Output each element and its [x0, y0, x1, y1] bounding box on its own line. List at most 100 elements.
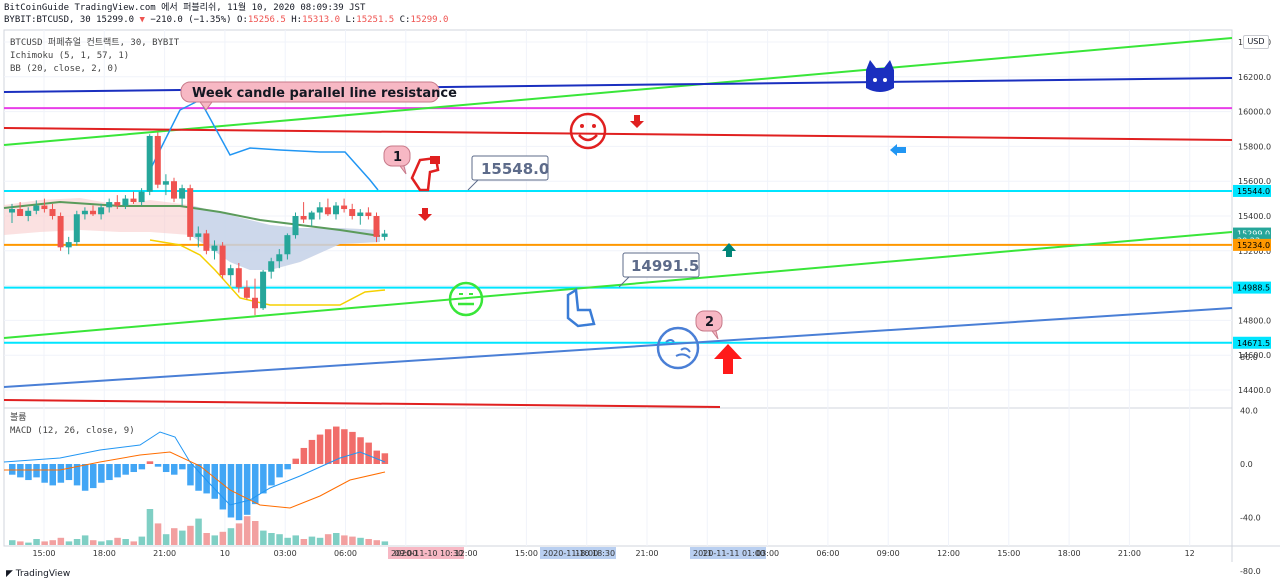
candle-body: [219, 245, 226, 276]
cat-icon[interactable]: [866, 60, 894, 92]
candle-body: [203, 233, 210, 251]
symbol-ohlc-row: BYBIT:BTCUSD, 30 15299.0 ▼ −210.0 (−1.35…: [4, 15, 449, 25]
trendline-steel-blue: [3, 307, 1233, 388]
time-axis: 15:00 18:00 21:00 10 03:00 06:00 09:00 12:00 15:…: [32, 549, 1194, 558]
candle-body: [284, 235, 291, 255]
candle-body: [106, 202, 113, 208]
volume-bar: [146, 509, 154, 545]
candle-body: [122, 198, 129, 206]
macd-bar: [292, 458, 299, 464]
candle-body: [324, 207, 331, 215]
volume-bar: [227, 528, 235, 545]
volume-bar: [179, 530, 186, 545]
legend-ichimoku[interactable]: Ichimoku (5, 1, 57, 1): [10, 51, 130, 61]
callout-15548[interactable]: 15548.0: [467, 155, 549, 191]
time-tick-label: 12:00: [455, 549, 478, 558]
candle-body: [187, 188, 194, 237]
volume-bar: [276, 534, 283, 545]
candle-body: [17, 209, 24, 216]
pointing-hand-icon[interactable]: [566, 287, 596, 328]
macd-bar: [106, 464, 113, 481]
time-tick-label: 03:00: [756, 549, 779, 558]
volume-bar: [130, 541, 137, 545]
macd-bar: [25, 464, 32, 481]
candle-body: [138, 191, 145, 203]
resistance-label[interactable]: Week candle parallel line resistance: [180, 81, 457, 111]
macd-bar: [373, 450, 380, 464]
macd-bar: [341, 429, 348, 464]
time-tick-label: 18:00: [1058, 549, 1081, 558]
neutral-face-icon[interactable]: [448, 281, 484, 317]
candle-body: [98, 207, 105, 215]
tradingview-logo[interactable]: ◤ TradingView: [6, 569, 71, 579]
time-highlight-2: 2020-11-10 18:30: [540, 547, 616, 559]
macd-bar: [65, 464, 73, 481]
time-tick-label: 15:00: [997, 549, 1020, 558]
macd-bar: [57, 464, 65, 483]
volume-bar: [187, 525, 194, 545]
macd-tick-label: 40.0: [1240, 407, 1258, 416]
candle-body: [268, 261, 275, 272]
macd-bar: [17, 464, 24, 478]
close-value: 15299.0: [410, 15, 449, 25]
callout-14991-text: 14991.5: [631, 257, 699, 275]
time-tick-label: 10: [220, 549, 230, 558]
volume-bar: [25, 542, 32, 545]
candle-body: [276, 254, 283, 262]
legend-volume[interactable]: 볼륨: [10, 413, 27, 423]
legend-bb[interactable]: BB (20, close, 2, 0): [10, 64, 119, 74]
price-tick-label: 16000.0: [1238, 108, 1271, 117]
candle-body: [179, 188, 186, 199]
bubble-1-text: 1: [393, 150, 402, 165]
time-tick-label: 21:00: [1118, 549, 1141, 558]
horizontal-levels: [4, 107, 1232, 344]
candle-body: [73, 214, 80, 243]
candle-body: [57, 216, 64, 248]
thumbs-down-icon[interactable]: [410, 156, 440, 192]
macd-bar: [138, 464, 146, 470]
candle-body: [81, 210, 88, 215]
price-tick-label: 16200.0: [1238, 73, 1271, 82]
time-tick-label: 09:00: [877, 549, 900, 558]
candle-body: [146, 135, 153, 192]
volume-bar: [114, 537, 121, 545]
time-tick-label: 21:00: [153, 549, 176, 558]
macd-bar: [98, 464, 105, 483]
trendline-green-upper: [3, 37, 1233, 146]
candle-body: [260, 271, 267, 309]
svg-text:2020-11-10 18:30: 2020-11-10 18:30: [543, 549, 615, 558]
macd-axis: 80.0 40.0 0.0 -40.0 -80.0: [1240, 353, 1261, 576]
price-tag-label: 14988.5: [1237, 284, 1270, 293]
macd-bar: [130, 464, 137, 473]
volume-bar: [235, 523, 243, 545]
candle-body: [243, 287, 250, 298]
volume-bar: [162, 534, 170, 545]
svg-text:2020-11-11 01:00: 2020-11-11 01:00: [693, 549, 765, 558]
bubble-1[interactable]: 1: [383, 145, 411, 175]
currency-button[interactable]: USD: [1243, 35, 1269, 49]
volume-bar: [300, 539, 308, 545]
smiley-face-icon[interactable]: [569, 112, 607, 150]
callout-14991[interactable]: 14991.5: [618, 252, 700, 288]
time-tick-label: 21:00: [635, 549, 658, 558]
price-tick-label: 14400.0: [1238, 386, 1271, 395]
macd-bar: [171, 464, 178, 475]
candle-body: [171, 181, 177, 199]
confused-face-icon[interactable]: [656, 326, 700, 370]
legend-macd[interactable]: MACD (12, 26, close, 9): [10, 426, 135, 436]
macd-bar: [203, 464, 210, 494]
macd-bar: [195, 464, 202, 491]
macd-bar: [260, 464, 267, 494]
volume-bar: [154, 523, 162, 545]
trendline-red-lower: [3, 399, 721, 408]
volume-bar: [98, 541, 105, 545]
candles: [9, 132, 388, 316]
published-info: BitCoinGuide TradingView.com 에서 퍼블리쉬, 11…: [4, 3, 366, 13]
time-tick-label: 15:00: [32, 549, 55, 558]
bubble-2[interactable]: 2: [695, 310, 723, 340]
candle-body: [9, 209, 15, 213]
price-tick-label: 15800.0: [1238, 142, 1271, 151]
macd-bar: [276, 464, 283, 478]
